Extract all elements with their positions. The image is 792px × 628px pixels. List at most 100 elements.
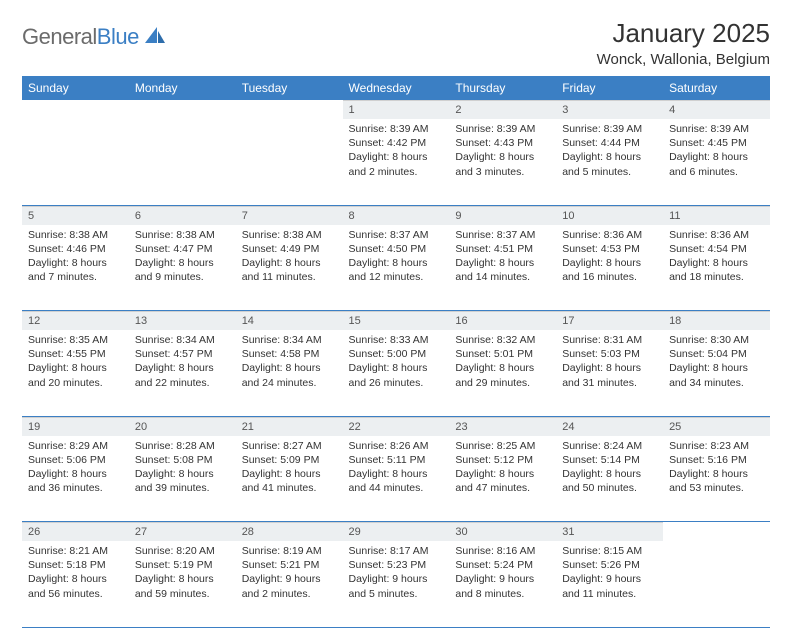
day-number: 7 — [236, 206, 343, 225]
day-details: Sunrise: 8:36 AMSunset: 4:53 PMDaylight:… — [556, 225, 663, 291]
brand-text: GeneralBlue — [22, 24, 139, 50]
day-number: 4 — [663, 100, 770, 119]
daylight-text: Daylight: 8 hours and 34 minutes. — [669, 361, 764, 389]
day-cell: Sunrise: 8:39 AMSunset: 4:42 PMDaylight:… — [343, 119, 450, 205]
day-number: 8 — [343, 206, 450, 225]
sunrise-text: Sunrise: 8:37 AM — [349, 228, 444, 242]
day-number: 20 — [129, 417, 236, 436]
day-number: 11 — [663, 206, 770, 225]
day-cell: Sunrise: 8:30 AMSunset: 5:04 PMDaylight:… — [663, 330, 770, 416]
day-details: Sunrise: 8:39 AMSunset: 4:43 PMDaylight:… — [449, 119, 556, 185]
sunset-text: Sunset: 4:45 PM — [669, 136, 764, 150]
day-cell: Sunrise: 8:37 AMSunset: 4:50 PMDaylight:… — [343, 225, 450, 311]
day-cell — [236, 119, 343, 205]
sunset-text: Sunset: 5:01 PM — [455, 347, 550, 361]
day-number: 18 — [663, 311, 770, 330]
day-cell: Sunrise: 8:39 AMSunset: 4:44 PMDaylight:… — [556, 119, 663, 205]
daynum-row: 1234 — [22, 100, 770, 119]
day-number: 16 — [449, 311, 556, 330]
sunrise-text: Sunrise: 8:36 AM — [562, 228, 657, 242]
day-number: 1 — [343, 100, 450, 119]
week-row: Sunrise: 8:29 AMSunset: 5:06 PMDaylight:… — [22, 436, 770, 522]
brand-part1: General — [22, 24, 97, 49]
day-cell — [663, 541, 770, 627]
daynum-row: 19202122232425 — [22, 416, 770, 436]
sunrise-text: Sunrise: 8:21 AM — [28, 544, 123, 558]
day-cell — [129, 119, 236, 205]
day-number: 19 — [22, 417, 129, 436]
day-cell: Sunrise: 8:17 AMSunset: 5:23 PMDaylight:… — [343, 541, 450, 627]
day-details: Sunrise: 8:38 AMSunset: 4:49 PMDaylight:… — [236, 225, 343, 291]
sunrise-text: Sunrise: 8:34 AM — [242, 333, 337, 347]
day-number: 10 — [556, 206, 663, 225]
sunset-text: Sunset: 4:46 PM — [28, 242, 123, 256]
day-number: 21 — [236, 417, 343, 436]
day-details: Sunrise: 8:36 AMSunset: 4:54 PMDaylight:… — [663, 225, 770, 291]
day-details: Sunrise: 8:17 AMSunset: 5:23 PMDaylight:… — [343, 541, 450, 607]
day-cell: Sunrise: 8:25 AMSunset: 5:12 PMDaylight:… — [449, 436, 556, 522]
day-details: Sunrise: 8:39 AMSunset: 4:45 PMDaylight:… — [663, 119, 770, 185]
sunset-text: Sunset: 4:54 PM — [669, 242, 764, 256]
daylight-text: Daylight: 8 hours and 18 minutes. — [669, 256, 764, 284]
daylight-text: Daylight: 8 hours and 53 minutes. — [669, 467, 764, 495]
sunrise-text: Sunrise: 8:30 AM — [669, 333, 764, 347]
sunrise-text: Sunrise: 8:23 AM — [669, 439, 764, 453]
day-details: Sunrise: 8:27 AMSunset: 5:09 PMDaylight:… — [236, 436, 343, 502]
day-cell: Sunrise: 8:38 AMSunset: 4:47 PMDaylight:… — [129, 225, 236, 311]
sunset-text: Sunset: 4:50 PM — [349, 242, 444, 256]
day-cell: Sunrise: 8:15 AMSunset: 5:26 PMDaylight:… — [556, 541, 663, 627]
day-number: 28 — [236, 522, 343, 541]
sunrise-text: Sunrise: 8:35 AM — [28, 333, 123, 347]
daynum-row: 12131415161718 — [22, 311, 770, 331]
weekday-header: Friday — [556, 76, 663, 100]
day-number: 22 — [343, 417, 450, 436]
sunrise-text: Sunrise: 8:28 AM — [135, 439, 230, 453]
day-cell: Sunrise: 8:37 AMSunset: 4:51 PMDaylight:… — [449, 225, 556, 311]
day-details: Sunrise: 8:26 AMSunset: 5:11 PMDaylight:… — [343, 436, 450, 502]
daylight-text: Daylight: 8 hours and 41 minutes. — [242, 467, 337, 495]
day-cell: Sunrise: 8:38 AMSunset: 4:49 PMDaylight:… — [236, 225, 343, 311]
month-year-title: January 2025 — [597, 18, 770, 49]
title-block: January 2025 Wonck, Wallonia, Belgium — [597, 18, 770, 68]
sunset-text: Sunset: 5:09 PM — [242, 453, 337, 467]
sunset-text: Sunset: 4:51 PM — [455, 242, 550, 256]
day-details: Sunrise: 8:23 AMSunset: 5:16 PMDaylight:… — [663, 436, 770, 502]
sunset-text: Sunset: 5:04 PM — [669, 347, 764, 361]
day-number: 3 — [556, 100, 663, 119]
sail-icon — [143, 25, 167, 50]
day-cell: Sunrise: 8:39 AMSunset: 4:45 PMDaylight:… — [663, 119, 770, 205]
day-cell: Sunrise: 8:27 AMSunset: 5:09 PMDaylight:… — [236, 436, 343, 522]
day-number: 30 — [449, 522, 556, 541]
day-cell: Sunrise: 8:26 AMSunset: 5:11 PMDaylight:… — [343, 436, 450, 522]
daylight-text: Daylight: 8 hours and 14 minutes. — [455, 256, 550, 284]
daylight-text: Daylight: 8 hours and 56 minutes. — [28, 572, 123, 600]
sunrise-text: Sunrise: 8:39 AM — [669, 122, 764, 136]
day-number: 26 — [22, 522, 129, 541]
daylight-text: Daylight: 8 hours and 31 minutes. — [562, 361, 657, 389]
sunset-text: Sunset: 5:08 PM — [135, 453, 230, 467]
sunrise-text: Sunrise: 8:25 AM — [455, 439, 550, 453]
daylight-text: Daylight: 8 hours and 11 minutes. — [242, 256, 337, 284]
day-cell: Sunrise: 8:19 AMSunset: 5:21 PMDaylight:… — [236, 541, 343, 627]
sunset-text: Sunset: 5:00 PM — [349, 347, 444, 361]
day-cell: Sunrise: 8:34 AMSunset: 4:57 PMDaylight:… — [129, 330, 236, 416]
daylight-text: Daylight: 8 hours and 2 minutes. — [349, 150, 444, 178]
sunrise-text: Sunrise: 8:26 AM — [349, 439, 444, 453]
day-number: 5 — [22, 206, 129, 225]
daylight-text: Daylight: 9 hours and 2 minutes. — [242, 572, 337, 600]
sunset-text: Sunset: 4:49 PM — [242, 242, 337, 256]
daylight-text: Daylight: 8 hours and 22 minutes. — [135, 361, 230, 389]
day-cell: Sunrise: 8:31 AMSunset: 5:03 PMDaylight:… — [556, 330, 663, 416]
sunset-text: Sunset: 4:44 PM — [562, 136, 657, 150]
day-number: 12 — [22, 311, 129, 330]
day-cell: Sunrise: 8:36 AMSunset: 4:54 PMDaylight:… — [663, 225, 770, 311]
day-cell: Sunrise: 8:20 AMSunset: 5:19 PMDaylight:… — [129, 541, 236, 627]
brand-part2: Blue — [97, 24, 139, 49]
sunrise-text: Sunrise: 8:15 AM — [562, 544, 657, 558]
sunset-text: Sunset: 5:18 PM — [28, 558, 123, 572]
daylight-text: Daylight: 8 hours and 3 minutes. — [455, 150, 550, 178]
day-details: Sunrise: 8:38 AMSunset: 4:47 PMDaylight:… — [129, 225, 236, 291]
day-details: Sunrise: 8:34 AMSunset: 4:58 PMDaylight:… — [236, 330, 343, 396]
daylight-text: Daylight: 9 hours and 11 minutes. — [562, 572, 657, 600]
daylight-text: Daylight: 8 hours and 6 minutes. — [669, 150, 764, 178]
